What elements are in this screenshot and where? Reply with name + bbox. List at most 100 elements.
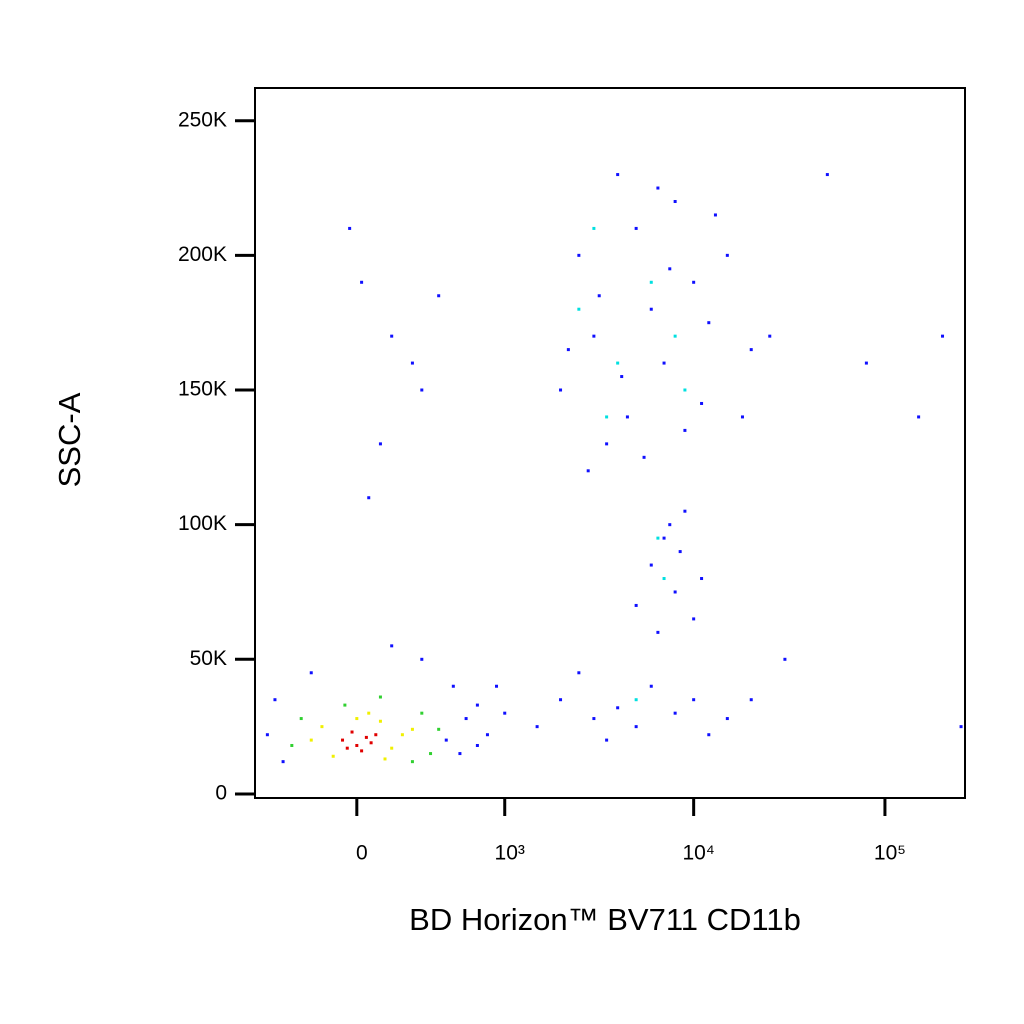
point <box>390 644 394 648</box>
point <box>683 388 687 392</box>
point <box>364 735 368 739</box>
y-tick-label: 0 <box>215 782 227 805</box>
point <box>400 733 404 737</box>
point <box>700 577 704 581</box>
point <box>577 253 581 257</box>
point <box>825 173 829 177</box>
point <box>605 415 609 419</box>
point <box>692 617 696 621</box>
point <box>605 442 609 446</box>
point <box>649 307 653 311</box>
point <box>692 280 696 284</box>
point <box>586 469 590 473</box>
point <box>634 226 638 230</box>
point <box>378 719 382 723</box>
point <box>410 727 414 731</box>
point <box>369 741 373 745</box>
point <box>656 186 660 190</box>
point <box>864 361 868 365</box>
point <box>503 711 507 715</box>
point <box>768 334 772 338</box>
point <box>281 760 285 764</box>
x-tick-label: 10³ <box>495 842 525 865</box>
x-tick-label: 0 <box>356 842 368 865</box>
y-tick-label: 50K <box>190 647 227 670</box>
point <box>355 717 359 721</box>
point <box>749 698 753 702</box>
point <box>320 725 324 729</box>
point <box>673 334 677 338</box>
point <box>437 727 441 731</box>
x-tick-label: 10⁴ <box>682 842 714 865</box>
point <box>374 733 378 737</box>
point <box>464 717 468 721</box>
point <box>367 711 371 715</box>
point <box>535 725 539 729</box>
points <box>265 173 963 764</box>
point <box>559 388 563 392</box>
y-tick-label: 150K <box>178 378 227 401</box>
point <box>662 536 666 540</box>
point <box>592 717 596 721</box>
point <box>917 415 921 419</box>
point <box>345 746 349 750</box>
point <box>673 590 677 594</box>
point <box>707 733 711 737</box>
point <box>673 711 677 715</box>
point <box>616 706 620 710</box>
point <box>273 698 277 702</box>
point <box>485 733 489 737</box>
point <box>290 743 294 747</box>
point <box>420 657 424 661</box>
point <box>299 717 303 721</box>
point <box>616 173 620 177</box>
point <box>420 388 424 392</box>
point <box>348 226 352 230</box>
point <box>713 213 717 217</box>
point <box>566 348 570 352</box>
point <box>378 695 382 699</box>
point <box>437 294 441 298</box>
y-axis-title: SSC-A <box>52 392 87 487</box>
point <box>656 536 660 540</box>
point <box>678 550 682 554</box>
point <box>383 757 387 761</box>
point <box>577 671 581 675</box>
point <box>749 348 753 352</box>
point <box>577 307 581 311</box>
point <box>309 738 313 742</box>
point <box>683 509 687 513</box>
point <box>420 711 424 715</box>
point <box>350 730 354 734</box>
point <box>444 738 448 742</box>
point <box>475 703 479 707</box>
x-axis-title: BD Horizon™ BV711 CD11b <box>409 902 801 937</box>
point <box>592 226 596 230</box>
point <box>390 746 394 750</box>
point <box>649 563 653 567</box>
point <box>378 442 382 446</box>
point <box>597 294 601 298</box>
point <box>668 523 672 527</box>
point <box>616 361 620 365</box>
y-tick-label: 200K <box>178 243 227 266</box>
point <box>662 361 666 365</box>
point <box>707 321 711 325</box>
point <box>634 603 638 607</box>
point <box>429 752 433 756</box>
point <box>410 760 414 764</box>
point <box>662 577 666 581</box>
point <box>343 703 347 707</box>
point <box>668 267 672 271</box>
point <box>605 738 609 742</box>
point <box>390 334 394 338</box>
point <box>360 749 364 753</box>
point <box>625 415 629 419</box>
point <box>355 743 359 747</box>
y-tick-label: 250K <box>178 108 227 131</box>
point <box>331 754 335 758</box>
point <box>592 334 596 338</box>
y-tick-label: 100K <box>178 512 227 535</box>
